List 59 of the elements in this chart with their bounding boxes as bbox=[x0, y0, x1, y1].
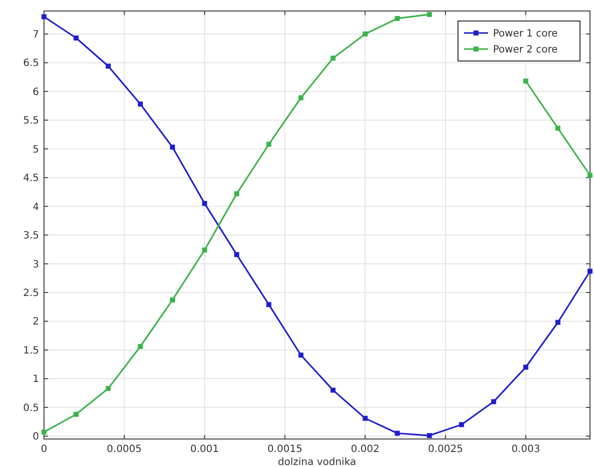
point bbox=[523, 78, 528, 84]
y-tick-label: 0.5 bbox=[23, 402, 39, 414]
y-tick-label: 4 bbox=[32, 202, 39, 213]
point bbox=[523, 364, 528, 370]
point bbox=[426, 12, 432, 17]
y-tick-label: 7 bbox=[32, 29, 39, 40]
point bbox=[330, 56, 336, 61]
y-tick-label: 1.5 bbox=[23, 345, 39, 356]
point bbox=[234, 252, 240, 258]
y-tick-label: 5.5 bbox=[23, 116, 39, 127]
point bbox=[106, 64, 111, 69]
x-axis-title: dolzina vodnika bbox=[278, 457, 356, 467]
point bbox=[394, 16, 400, 21]
y-tick-label: 0 bbox=[32, 432, 39, 443]
y-tick-label: 1 bbox=[32, 374, 39, 386]
point bbox=[298, 352, 304, 358]
y-tick-label: 4.5 bbox=[23, 173, 39, 184]
point bbox=[74, 36, 79, 40]
y-tick-label: 5 bbox=[32, 144, 39, 156]
y-tick-label: 6.5 bbox=[23, 58, 39, 70]
point bbox=[202, 247, 208, 252]
point bbox=[362, 416, 368, 421]
point bbox=[234, 191, 240, 196]
point bbox=[588, 268, 592, 274]
x-tick-label: 0.003 bbox=[511, 444, 540, 455]
legend-label: Power 1 core bbox=[493, 28, 558, 40]
point bbox=[170, 297, 175, 302]
point bbox=[106, 386, 111, 391]
point bbox=[42, 14, 46, 20]
point bbox=[459, 422, 464, 428]
point bbox=[555, 320, 560, 325]
x-tick-label: 0.001 bbox=[190, 444, 219, 455]
y-tick-label: 2.5 bbox=[23, 288, 39, 300]
x-tick-label: 0.0005 bbox=[106, 444, 142, 455]
point bbox=[555, 126, 560, 131]
x-tick-label: 0 bbox=[40, 444, 48, 455]
x-tick-label: 0.0015 bbox=[267, 444, 302, 455]
point bbox=[394, 430, 400, 436]
point bbox=[491, 399, 496, 404]
point bbox=[138, 102, 143, 107]
legend-label: Power 2 core bbox=[493, 44, 558, 56]
point bbox=[74, 412, 79, 417]
y-tick-label: 2 bbox=[32, 316, 39, 328]
x-tick-label: 0.0025 bbox=[428, 444, 463, 455]
point bbox=[202, 200, 208, 206]
y-tick-label: 3.5 bbox=[23, 230, 39, 242]
point bbox=[588, 172, 592, 178]
point bbox=[298, 95, 304, 100]
point bbox=[266, 302, 272, 308]
point bbox=[170, 144, 175, 150]
point bbox=[266, 142, 272, 147]
y-tick-label: 3 bbox=[32, 259, 39, 270]
point bbox=[362, 31, 368, 36]
point bbox=[42, 430, 46, 435]
point bbox=[330, 388, 336, 393]
point bbox=[138, 344, 143, 350]
x-tick-label: 0.002 bbox=[350, 444, 380, 455]
y-tick-label: 6 bbox=[32, 86, 39, 98]
point bbox=[426, 433, 432, 438]
